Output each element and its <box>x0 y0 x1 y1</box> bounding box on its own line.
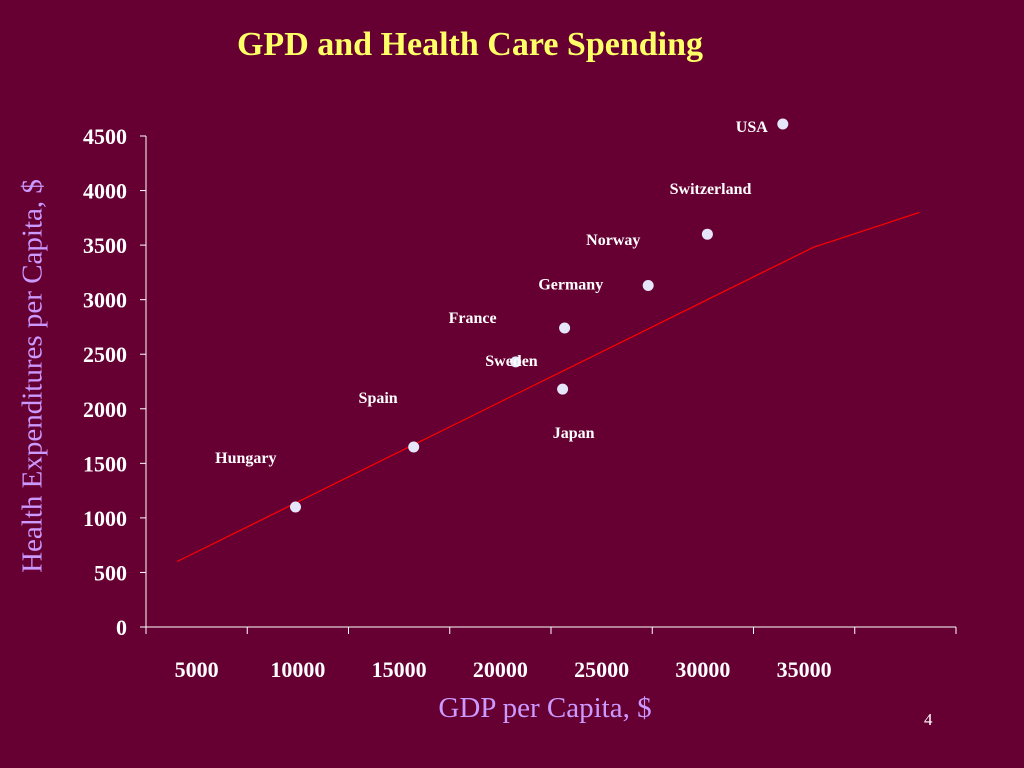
x-tick-label: 5000 <box>175 657 219 682</box>
x-tick-label: 20000 <box>473 657 528 682</box>
y-tick-label: 2000 <box>83 397 127 422</box>
y-tick-label: 3000 <box>83 288 127 313</box>
data-point-germany <box>642 280 654 291</box>
point-label-norway: Norway <box>586 232 640 249</box>
x-axis-label: GDP per Capita, $ <box>438 692 652 724</box>
data-point-japan <box>557 383 569 395</box>
data-point-sweden <box>510 356 522 368</box>
point-label-usa: USA <box>736 119 768 136</box>
y-tick-label: 1000 <box>83 506 127 531</box>
y-tick-label: 4500 <box>83 124 127 149</box>
data-points <box>290 118 789 513</box>
x-tick-label: 30000 <box>675 657 730 682</box>
x-tick-label: 25000 <box>574 657 629 682</box>
y-tick-label: 1500 <box>83 451 127 476</box>
x-tick-label: 35000 <box>777 657 832 682</box>
trend-line <box>176 211 920 563</box>
x-tick-label: 10000 <box>270 657 325 682</box>
point-label-japan: Japan <box>553 425 595 442</box>
x-ticks: 5000 10000 15000 20000 25000 30000 35000 <box>145 627 957 682</box>
point-label-hungary: Hungary <box>215 450 276 467</box>
page-number: 4 <box>924 710 933 729</box>
point-labels: Hungary Spain Sweden Japan France Germany Norw… <box>215 119 768 467</box>
data-point-spain <box>408 441 420 453</box>
point-label-sweden: Sweden <box>485 353 538 370</box>
data-point-usa <box>777 118 789 130</box>
y-tick-label: 0 <box>116 615 127 640</box>
chart-title: GPD and Health Care Spending <box>236 26 703 63</box>
x-tick-label: 15000 <box>372 657 427 682</box>
point-label-switzerland: Switzerland <box>670 181 752 198</box>
point-label-france: France <box>449 310 497 327</box>
y-ticks: 0 500 1000 1500 2000 2500 3000 3500 4000 4500 <box>83 124 146 640</box>
y-tick-label: 3500 <box>83 233 127 258</box>
data-point-hungary <box>290 501 301 513</box>
data-point-france <box>559 322 571 334</box>
y-tick-label: 2500 <box>83 342 127 367</box>
point-label-spain: Spain <box>359 390 398 407</box>
point-label-germany: Germany <box>538 277 603 294</box>
y-tick-label: 500 <box>94 560 127 585</box>
y-tick-label: 4000 <box>83 179 127 204</box>
data-point-norway <box>701 228 713 240</box>
